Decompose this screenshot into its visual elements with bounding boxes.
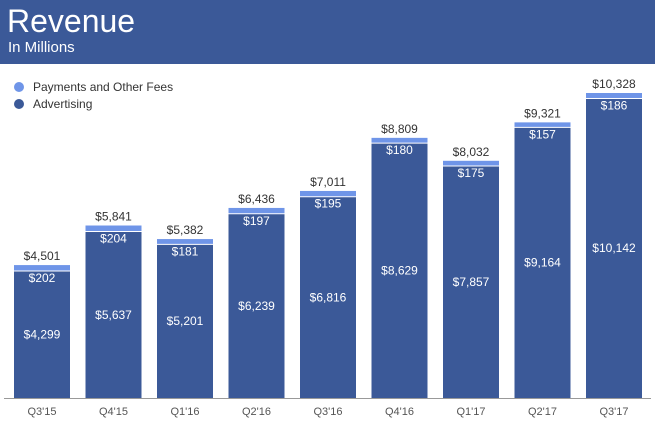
bar-payments (300, 190, 356, 197)
legend-swatch-advertising (14, 98, 24, 109)
total-label: $7,011 (310, 175, 346, 189)
x-tick-label: Q2'16 (242, 406, 271, 418)
bar-payments (85, 225, 142, 232)
chart-legend: Payments and Other Fees Advertising (14, 79, 173, 113)
chart-header: Revenue In Millions (0, 0, 655, 64)
legend-swatch-payments (14, 81, 24, 92)
x-tick-label: Q3'15 (27, 406, 56, 418)
total-label: $8,032 (453, 145, 490, 159)
legend-label-advertising: Advertising (33, 97, 93, 111)
total-label: $5,841 (95, 210, 132, 224)
bar-advertising (443, 165, 499, 398)
x-tick-label: Q2'17 (528, 406, 557, 418)
advertising-label: $4,299 (24, 328, 61, 342)
advertising-label: $10,142 (592, 241, 636, 255)
bar-advertising (371, 143, 428, 398)
total-label: $4,501 (24, 249, 61, 263)
x-tick-label: Q3'17 (599, 406, 628, 418)
payments-label: $186 (601, 98, 628, 112)
total-label: $5,382 (167, 223, 204, 237)
payments-label: $204 (100, 232, 127, 246)
payments-label: $175 (458, 166, 485, 180)
x-tick-label: Q1'16 (170, 406, 199, 418)
bar-payments (14, 265, 70, 272)
bar-payments (157, 239, 213, 245)
bar-payments (586, 93, 642, 99)
x-tick-label: Q3'16 (313, 406, 342, 418)
bar-payments (228, 207, 285, 214)
chart-subtitle: In Millions (8, 39, 75, 56)
bar-payments (514, 122, 571, 128)
bar-advertising (514, 127, 571, 399)
advertising-label: $9,164 (524, 256, 561, 270)
payments-label: $195 (315, 197, 342, 211)
x-tick-label: Q4'16 (385, 406, 414, 418)
payments-label: $157 (529, 127, 556, 141)
payments-label: $197 (243, 214, 270, 228)
x-tick-label: Q1'17 (456, 406, 485, 418)
payments-label: $202 (29, 271, 56, 285)
advertising-label: $7,857 (453, 275, 490, 289)
advertising-label: $5,637 (95, 308, 132, 322)
x-tick-label: Q4'15 (99, 406, 128, 418)
advertising-label: $6,239 (238, 299, 275, 313)
legend-item-advertising: Advertising (14, 96, 173, 113)
bar-payments (443, 160, 499, 166)
legend-item-payments: Payments and Other Fees (14, 79, 173, 96)
total-label: $10,328 (592, 77, 636, 91)
bar-advertising (586, 98, 642, 399)
bar-advertising (228, 213, 285, 398)
total-label: $8,809 (381, 122, 418, 136)
total-label: $6,436 (238, 192, 275, 206)
bar-advertising (300, 196, 356, 398)
total-label: $9,321 (524, 106, 561, 120)
bar-advertising (157, 244, 213, 398)
advertising-label: $6,816 (310, 290, 347, 304)
payments-label: $181 (172, 244, 199, 258)
chart-title: Revenue (7, 3, 136, 39)
advertising-label: $5,201 (167, 314, 204, 328)
advertising-label: $8,629 (381, 264, 418, 278)
payments-label: $180 (386, 143, 413, 157)
bar-advertising (85, 231, 142, 398)
bar-payments (371, 137, 428, 144)
legend-label-payments: Payments and Other Fees (33, 80, 174, 94)
bar-advertising (14, 271, 70, 398)
